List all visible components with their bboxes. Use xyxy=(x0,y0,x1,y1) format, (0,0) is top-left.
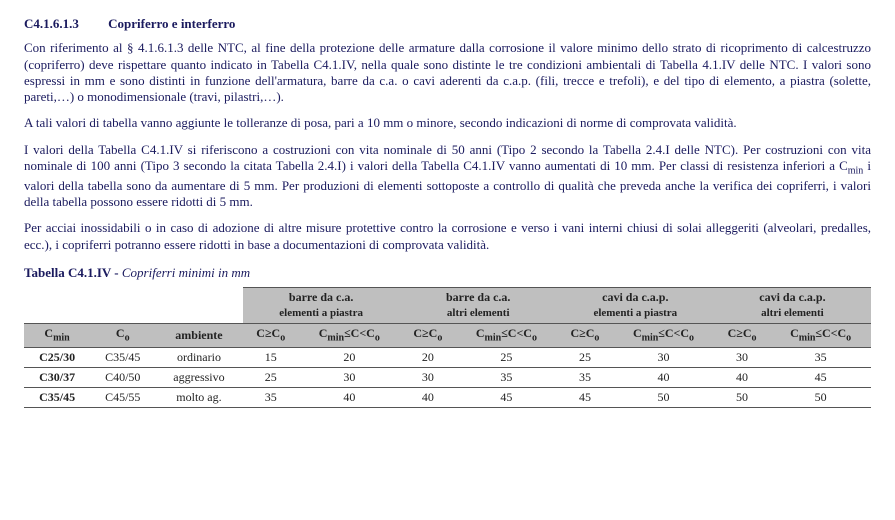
col-ambiente: ambiente xyxy=(155,323,242,347)
table-row: Cmin Co ambiente C≥Co Cmin≤C<Co C≥Co Cmi… xyxy=(24,323,871,347)
cell: 50 xyxy=(770,387,871,407)
cell: 30 xyxy=(400,367,456,387)
col-pair-b: Cmin≤C<Co xyxy=(456,323,557,347)
group-header: cavi da c.a.p.elementi a piastra xyxy=(557,288,714,324)
cell: 30 xyxy=(299,367,400,387)
table-caption-italic: Copriferri minimi in mm xyxy=(122,265,250,280)
group-header: barre da c.a.elementi a piastra xyxy=(243,288,400,324)
cell: 40 xyxy=(400,387,456,407)
section-title: Copriferro e interferro xyxy=(108,16,235,31)
group-header: cavi da c.a.p.altri elementi xyxy=(714,288,871,324)
blank-cell xyxy=(24,288,243,324)
paragraph-3a: I valori della Tabella C4.1.IV si riferi… xyxy=(24,142,871,173)
cell: molto ag. xyxy=(155,387,242,407)
cell: C40/50 xyxy=(90,367,155,387)
cell: 15 xyxy=(243,347,299,367)
cell: 45 xyxy=(557,387,613,407)
table-row: barre da c.a.elementi a piastra barre da… xyxy=(24,288,871,324)
cell: ordinario xyxy=(155,347,242,367)
cell: 50 xyxy=(613,387,714,407)
cell: 40 xyxy=(714,367,770,387)
cell: aggressivo xyxy=(155,367,242,387)
paragraph-2: A tali valori di tabella vanno aggiunte … xyxy=(24,115,871,131)
paragraph-3: I valori della Tabella C4.1.IV si riferi… xyxy=(24,142,871,211)
cell: C25/30 xyxy=(24,347,90,367)
copriferri-table: barre da c.a.elementi a piastra barre da… xyxy=(24,287,871,408)
cell: C30/37 xyxy=(24,367,90,387)
col-pair-b: Cmin≤C<Co xyxy=(770,323,871,347)
table-caption-bold: Tabella C4.1.IV - xyxy=(24,265,122,280)
col-pair-b: Cmin≤C<Co xyxy=(613,323,714,347)
table-row: C35/45 C45/55 molto ag. 35 40 40 45 45 5… xyxy=(24,387,871,407)
table-row: C25/30 C35/45 ordinario 15 20 20 25 25 3… xyxy=(24,347,871,367)
col-pair-a: C≥Co xyxy=(714,323,770,347)
cmin-subscript: min xyxy=(848,165,864,176)
group-header: barre da c.a.altri elementi xyxy=(400,288,557,324)
cell: 35 xyxy=(770,347,871,367)
cell: 20 xyxy=(400,347,456,367)
paragraph-4: Per acciai inossidabili o in caso di ado… xyxy=(24,220,871,253)
col-pair-a: C≥Co xyxy=(400,323,456,347)
col-pair-a: C≥Co xyxy=(557,323,613,347)
cell: 50 xyxy=(714,387,770,407)
cell: 40 xyxy=(299,387,400,407)
section-heading: C4.1.6.1.3 Copriferro e interferro xyxy=(24,16,871,32)
col-pair-b: Cmin≤C<Co xyxy=(299,323,400,347)
cell: 30 xyxy=(613,347,714,367)
table-row: C30/37 C40/50 aggressivo 25 30 30 35 35 … xyxy=(24,367,871,387)
paragraph-1: Con riferimento al § 4.1.6.1.3 delle NTC… xyxy=(24,40,871,105)
cell: 45 xyxy=(456,387,557,407)
col-co: Co xyxy=(90,323,155,347)
cell: 25 xyxy=(456,347,557,367)
cell: 35 xyxy=(456,367,557,387)
cell: 25 xyxy=(243,367,299,387)
table-caption: Tabella C4.1.IV - Copriferri minimi in m… xyxy=(24,265,871,281)
cell: 20 xyxy=(299,347,400,367)
cell: 40 xyxy=(613,367,714,387)
cell: C45/55 xyxy=(90,387,155,407)
cell: C35/45 xyxy=(24,387,90,407)
col-pair-a: C≥Co xyxy=(243,323,299,347)
cell: 25 xyxy=(557,347,613,367)
cell: 35 xyxy=(243,387,299,407)
section-number: C4.1.6.1.3 xyxy=(24,16,79,32)
cell: 45 xyxy=(770,367,871,387)
cell: 35 xyxy=(557,367,613,387)
cell: C35/45 xyxy=(90,347,155,367)
cell: 30 xyxy=(714,347,770,367)
col-cmin: Cmin xyxy=(24,323,90,347)
